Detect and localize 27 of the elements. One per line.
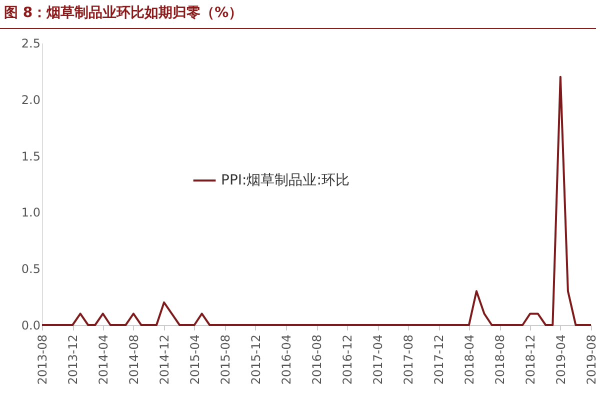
x-tick-label: 2017-04 [371,334,386,385]
y-tick-label: 0.0 [21,318,40,332]
x-tick-label: 2015-12 [248,334,263,385]
x-tick-label: 2013-08 [36,334,50,385]
x-tick-label: 2017-08 [402,334,416,385]
x-tick-label: 2019-04 [554,334,568,385]
legend-label: PPI:烟草制品业:环比 [221,172,350,188]
y-tick-label: 1.0 [21,206,40,220]
x-tick-label: 2019-08 [584,334,598,385]
x-tick-label: 2016-04 [280,334,294,385]
x-tick-label: 2018-04 [462,334,476,385]
chart-title: 图 8：烟草制品业环比如期归零（%） [0,0,596,29]
x-tick-label: 2014-04 [96,334,110,385]
x-tick-label: 2013-12 [66,334,80,385]
x-tick-label: 2015-04 [188,334,202,385]
x-tick-label: 2018-12 [524,334,538,385]
y-tick-label: 1.5 [21,149,40,164]
y-tick-label: 0.5 [21,262,40,276]
x-tick-label: 2016-08 [310,334,324,385]
x-tick-label: 2017-12 [432,334,446,385]
x-tick-label: 2014-08 [126,334,141,385]
y-tick-label: 2.5 [21,36,40,50]
x-tick-label: 2018-08 [493,334,508,385]
y-tick-label: 2.0 [21,92,40,107]
x-tick-label: 2016-12 [340,334,355,385]
x-tick-label: 2015-08 [218,334,232,385]
x-tick-label: 2014-12 [158,334,172,385]
